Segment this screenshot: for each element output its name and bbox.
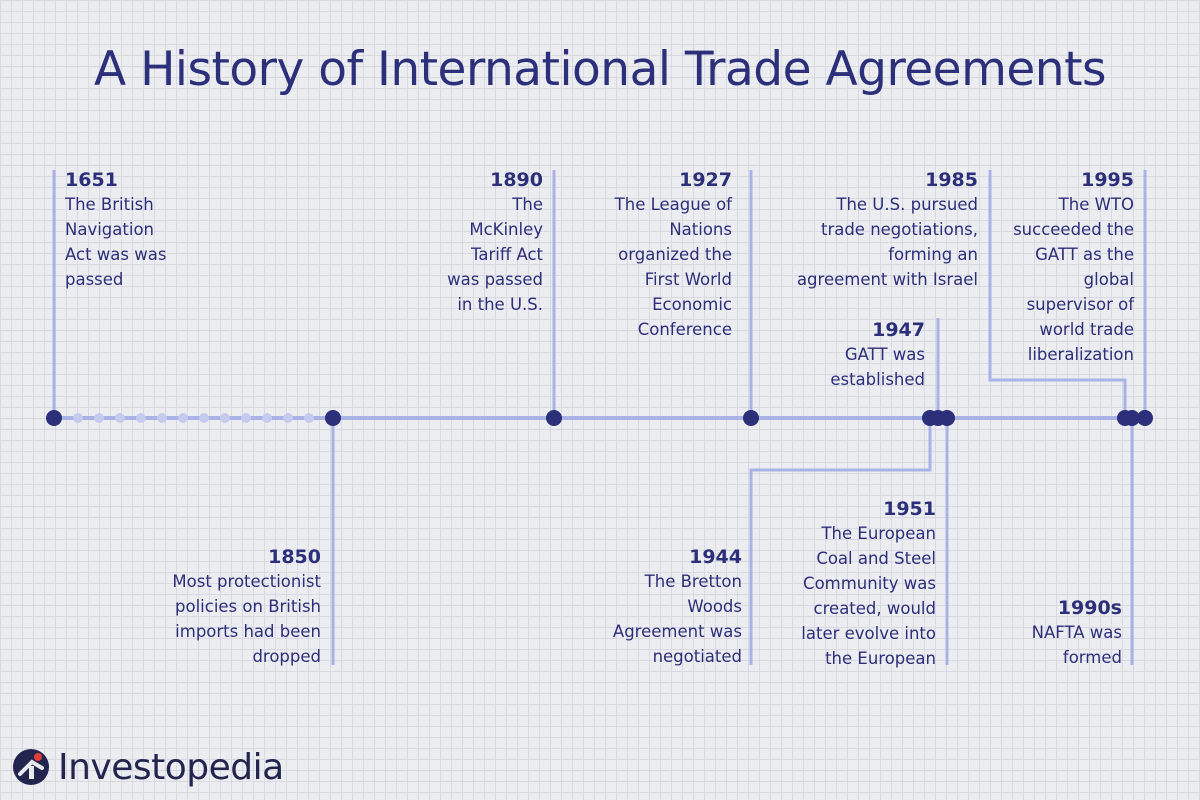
- event-text: The British Navigation Act was was passe…: [65, 195, 167, 289]
- minor-dot: [157, 413, 167, 423]
- minor-dots: [73, 413, 314, 423]
- event-year: 1990s: [1057, 597, 1122, 619]
- event-1947: 1947 GATT was established: [780, 318, 925, 392]
- dot-1995: [1137, 410, 1153, 426]
- event-year: 1985: [925, 169, 978, 191]
- minor-dot: [115, 413, 125, 423]
- dot-1990s: [1124, 410, 1140, 426]
- minor-dot: [178, 413, 188, 423]
- event-1927: 1927 The League of Nations organized the…: [570, 168, 732, 342]
- event-1944: 1944 The Bretton Woods Agreement was neg…: [580, 545, 742, 669]
- event-year: 1995: [1081, 169, 1134, 191]
- brand-logo: Investopedia: [12, 742, 284, 792]
- event-1890: 1890 The McKinley Tariff Act was passed …: [400, 168, 543, 317]
- event-year: 1651: [65, 169, 118, 191]
- investopedia-logo-icon: [13, 749, 49, 785]
- event-1850: 1850 Most protectionist policies on Brit…: [120, 545, 321, 669]
- minor-dot: [241, 413, 251, 423]
- event-text: The European Coal and Steel Community wa…: [801, 524, 936, 668]
- page-title: A History of International Trade Agreeme…: [93, 42, 1107, 97]
- event-1651: 1651 The British Navigation Act was was …: [65, 168, 265, 292]
- dot-1951: [939, 410, 955, 426]
- event-text: The WTO succeeded the GATT as the global…: [1013, 195, 1134, 364]
- event-year: 1927: [679, 169, 732, 191]
- event-1985: 1985 The U.S. pursued trade negotiations…: [770, 168, 978, 292]
- minor-dot: [283, 413, 293, 423]
- dot-1850: [325, 410, 341, 426]
- brand-wordmark: Investopedia: [58, 746, 284, 788]
- event-year: 1890: [490, 169, 543, 191]
- dot-1890: [546, 410, 562, 426]
- event-text: The U.S. pursued trade negotiations, for…: [796, 195, 978, 289]
- event-year: 1944: [689, 546, 742, 568]
- event-1990s: 1990s NAFTA was formed: [990, 596, 1122, 670]
- event-year: 1850: [268, 546, 321, 568]
- event-1995: 1995 The WTO succeeded the GATT as the g…: [990, 168, 1134, 367]
- dot-1651: [46, 410, 62, 426]
- minor-dot: [262, 413, 272, 423]
- minor-dot: [73, 413, 83, 423]
- minor-dot: [136, 413, 146, 423]
- minor-dot: [220, 413, 230, 423]
- connector-1985: [988, 170, 1127, 418]
- connector-1944: [749, 418, 932, 665]
- event-text: The Bretton Woods Agreement was negotiat…: [612, 572, 742, 666]
- event-text: GATT was established: [830, 345, 925, 389]
- event-text: The League of Nations organized the Firs…: [614, 195, 732, 339]
- event-text: Most protectionist policies on British i…: [172, 572, 321, 666]
- event-text: The McKinley Tariff Act was passed in th…: [447, 195, 543, 314]
- dot-1927: [743, 410, 759, 426]
- minor-dot: [94, 413, 104, 423]
- minor-dot: [199, 413, 209, 423]
- event-year: 1951: [883, 498, 936, 520]
- minor-dot: [304, 413, 314, 423]
- event-text: NAFTA was formed: [1031, 623, 1122, 667]
- event-1951: 1951 The European Coal and Steel Communi…: [768, 497, 936, 671]
- event-year: 1947: [872, 319, 925, 341]
